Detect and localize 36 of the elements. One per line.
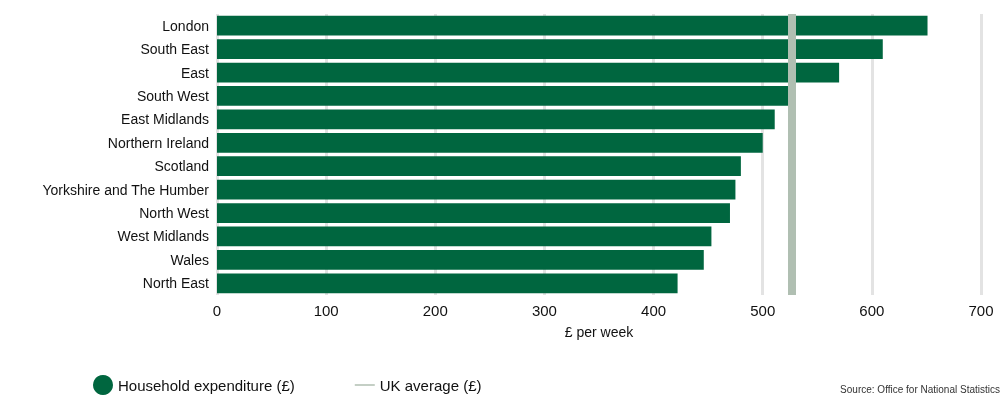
legend-label: UK average (£) [379, 376, 482, 394]
y-tick-label: West Midlands [117, 228, 209, 245]
x-tick-label: 600 [859, 302, 885, 319]
y-tick-label: South West [136, 87, 210, 104]
y-tick-label: South East [140, 41, 210, 58]
y-tick-label: London [162, 17, 209, 34]
bar [217, 203, 730, 223]
bar [217, 39, 883, 59]
source-note: Source: Office for National Statistics [840, 383, 1001, 395]
y-tick-label: Yorkshire and The Humber [42, 181, 210, 198]
x-tick-label: 300 [531, 302, 557, 319]
x-axis-title: £ per week [564, 324, 635, 340]
bar [217, 226, 712, 247]
bar [217, 250, 704, 270]
x-tick-label: 400 [641, 302, 667, 319]
x-tick-label: 100 [313, 302, 339, 319]
y-tick-label: Wales [170, 251, 209, 268]
bar [217, 179, 736, 200]
bar [217, 132, 763, 153]
legend-label: Household expenditure (£) [118, 376, 295, 394]
bar [217, 62, 840, 83]
bar [217, 156, 741, 177]
x-tick-label: 700 [968, 302, 994, 319]
y-tick-label: East Midlands [121, 111, 209, 128]
x-tick-label: 500 [750, 302, 776, 319]
bar [217, 86, 789, 106]
bar [217, 273, 678, 294]
bar [217, 109, 775, 130]
x-tick-label: 200 [422, 302, 448, 319]
y-tick-label: North West [139, 205, 210, 222]
y-tick-label: Northern Ireland [107, 134, 209, 151]
bar [217, 15, 928, 36]
y-tick-label: North East [142, 275, 210, 292]
x-tick-label: 0 [212, 302, 222, 319]
y-tick-label: East [180, 64, 210, 81]
y-tick-label: Scotland [154, 158, 209, 175]
